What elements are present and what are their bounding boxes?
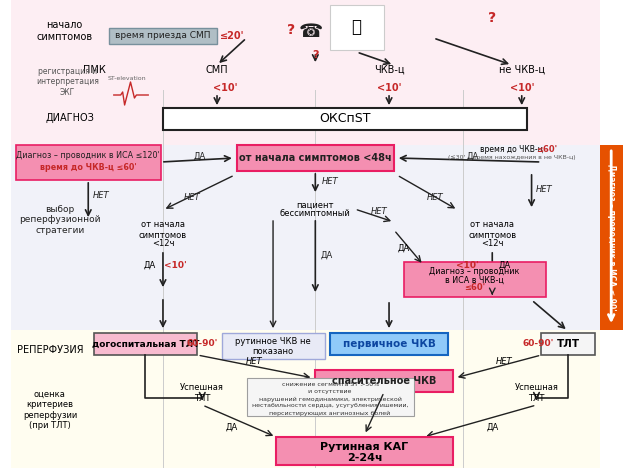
- Text: ?: ?: [488, 11, 497, 25]
- Text: НЕТ: НЕТ: [184, 192, 201, 202]
- FancyBboxPatch shape: [163, 108, 526, 130]
- Text: пациент: пациент: [297, 200, 334, 210]
- Text: <12ч: <12ч: [152, 239, 174, 248]
- Text: и отсутствие: и отсутствие: [308, 389, 352, 395]
- FancyBboxPatch shape: [330, 5, 384, 50]
- Text: ДА: ДА: [193, 152, 206, 161]
- Text: от начала
симптомов: от начала симптомов: [468, 220, 516, 240]
- Text: НЕТ: НЕТ: [371, 206, 388, 215]
- Text: ДА: ДА: [467, 152, 478, 161]
- Text: (≤30' – время нахождения в не ЧКВ-ц): (≤30' – время нахождения в не ЧКВ-ц): [448, 155, 576, 161]
- Text: НЕТ: НЕТ: [496, 358, 512, 366]
- Text: НЕТ: НЕТ: [321, 177, 338, 187]
- Text: ≤60': ≤60': [536, 145, 557, 154]
- FancyBboxPatch shape: [247, 378, 414, 416]
- Text: <12ч: <12ч: [481, 239, 503, 248]
- Text: ≤20': ≤20': [219, 31, 244, 41]
- Text: ДА: ДА: [226, 423, 238, 431]
- Text: ДА: ДА: [486, 423, 498, 431]
- Text: от начала
симптомов: от начала симптомов: [139, 220, 187, 240]
- Text: ?: ?: [312, 50, 318, 60]
- Text: ДИАГНОЗ: ДИАГНОЗ: [45, 113, 94, 123]
- Text: НЕТ: НЕТ: [427, 192, 444, 202]
- Text: выбор
реперфузионной
стратегии: выбор реперфузионной стратегии: [19, 205, 100, 235]
- Text: нестабильности сердца, усугубления ишемии,: нестабильности сердца, усугубления ишеми…: [252, 403, 408, 409]
- Text: время до ЧКВ-ц: время до ЧКВ-ц: [480, 145, 543, 154]
- Text: <10': <10': [456, 261, 479, 270]
- Text: Успешная
ТЛТ: Успешная ТЛТ: [515, 383, 558, 402]
- FancyBboxPatch shape: [222, 333, 325, 359]
- FancyBboxPatch shape: [276, 437, 453, 465]
- Text: бессимптомный: бессимптомный: [280, 209, 351, 218]
- Text: Успешная
ТЛТ: Успешная ТЛТ: [180, 383, 224, 402]
- Text: оценка
критериев
реперфузии
(при ТЛТ): оценка критериев реперфузии (при ТЛТ): [23, 390, 77, 430]
- FancyBboxPatch shape: [237, 145, 394, 171]
- FancyBboxPatch shape: [601, 145, 623, 330]
- Text: <10': <10': [377, 83, 401, 93]
- Text: Диагноз – проводник: Диагноз – проводник: [429, 268, 520, 277]
- Text: ДА: ДА: [499, 261, 511, 270]
- Text: ДА: ДА: [321, 250, 333, 259]
- Text: ОКСпST: ОКСпST: [319, 112, 371, 125]
- Text: НЕТ: НЕТ: [246, 358, 263, 366]
- Text: 2-24ч: 2-24ч: [346, 453, 383, 463]
- Text: ДА: ДА: [144, 261, 156, 270]
- FancyBboxPatch shape: [330, 333, 448, 355]
- Text: <10': <10': [510, 83, 534, 93]
- FancyBboxPatch shape: [404, 262, 546, 297]
- Text: ТЛТ: ТЛТ: [556, 339, 579, 349]
- FancyBboxPatch shape: [16, 145, 161, 180]
- Text: 60-90': 60-90': [186, 338, 218, 348]
- Text: НЕТ: НЕТ: [536, 185, 553, 195]
- Text: догоспитальная ТЛТ: догоспитальная ТЛТ: [92, 339, 199, 349]
- Text: от начала симптомов <48ч: от начала симптомов <48ч: [239, 153, 392, 163]
- Text: 🏥: 🏥: [351, 18, 361, 36]
- Text: Диагноз – проводник в ИСА ≤ 90': Диагноз – проводник в ИСА ≤ 90': [607, 164, 616, 310]
- Text: 60-90': 60-90': [523, 338, 554, 348]
- Text: ЧКВ-ц: ЧКВ-ц: [374, 65, 404, 75]
- Text: снижение сегмента ST >50%: снижение сегмента ST >50%: [282, 382, 379, 388]
- Text: <10': <10': [212, 83, 237, 93]
- Text: время до ЧКВ-ц ≤60': время до ЧКВ-ц ≤60': [40, 163, 136, 173]
- Text: <10': <10': [164, 261, 187, 270]
- Text: начало
симптомов: начало симптомов: [37, 20, 93, 42]
- Text: регистрация и
интерпретация
ЭКГ: регистрация и интерпретация ЭКГ: [36, 67, 99, 97]
- Text: в ИСА в ЧКВ-ц: в ИСА в ЧКВ-ц: [445, 276, 504, 285]
- FancyBboxPatch shape: [94, 333, 197, 355]
- FancyBboxPatch shape: [11, 330, 601, 468]
- Text: ?: ?: [287, 23, 295, 37]
- Text: ДА: ДА: [397, 243, 410, 253]
- FancyBboxPatch shape: [11, 145, 601, 330]
- FancyBboxPatch shape: [541, 333, 596, 355]
- Text: первичное ЧКВ: первичное ЧКВ: [343, 339, 435, 349]
- Text: ПМК: ПМК: [83, 65, 105, 75]
- Text: ST-elevation: ST-elevation: [107, 75, 146, 80]
- Text: персистирующих ангинозных болей: персистирующих ангинозных болей: [269, 410, 391, 416]
- Text: спасительное ЧКВ: спасительное ЧКВ: [332, 376, 436, 386]
- Text: ☎: ☎: [298, 22, 323, 41]
- FancyBboxPatch shape: [315, 370, 453, 392]
- Text: РЕПЕРФУЗИЯ: РЕПЕРФУЗИЯ: [17, 345, 83, 355]
- Text: не ЧКВ-ц: не ЧКВ-ц: [498, 65, 545, 75]
- Text: время приезда СМП: время приезда СМП: [115, 31, 211, 41]
- Text: ≤60': ≤60': [464, 284, 485, 292]
- Text: рутинное ЧКВ не: рутинное ЧКВ не: [235, 337, 311, 346]
- Text: СМП: СМП: [206, 65, 229, 75]
- FancyBboxPatch shape: [109, 28, 217, 44]
- FancyBboxPatch shape: [11, 0, 601, 145]
- Text: Диагноз – проводник в ИСА ≤120': Диагноз – проводник в ИСА ≤120': [16, 151, 160, 160]
- Text: НЕТ: НЕТ: [93, 190, 110, 199]
- Text: показано: показано: [252, 348, 293, 357]
- Text: нарушений гемодинамики, электрической: нарушений гемодинамики, электрической: [259, 396, 401, 402]
- Text: Рутинная КАГ: Рутинная КАГ: [320, 442, 409, 452]
